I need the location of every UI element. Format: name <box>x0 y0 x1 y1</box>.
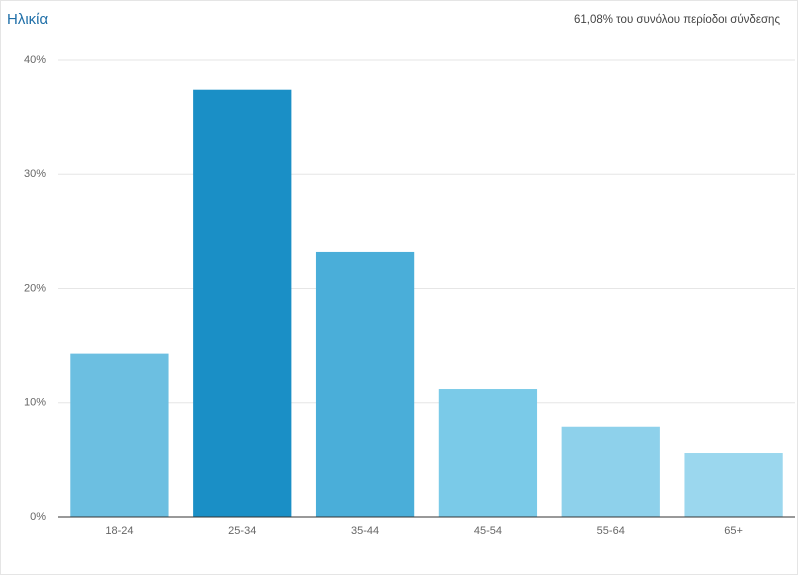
y-tick-label: 20% <box>24 282 46 294</box>
y-tick-label: 30% <box>24 168 46 180</box>
y-tick-label: 40% <box>24 54 46 66</box>
bar <box>193 89 292 517</box>
x-tick-label: 18-24 <box>105 525 133 537</box>
bar <box>684 453 783 517</box>
chart-title: Ηλικία <box>7 11 48 28</box>
x-tick-label: 35-44 <box>351 525 379 537</box>
x-tick-label: 45-54 <box>474 525 502 537</box>
bar <box>438 389 538 517</box>
x-tick-label: 65+ <box>724 525 743 537</box>
bar <box>315 251 415 517</box>
y-tick-label: 0% <box>30 511 46 523</box>
bar <box>70 353 169 517</box>
chart-subtitle: 61,08% του συνόλου περίοδοι σύνδεσης <box>574 14 780 26</box>
bar <box>561 426 660 517</box>
x-tick-label: 25-34 <box>228 525 256 537</box>
x-tick-label: 55-64 <box>597 525 625 537</box>
y-tick-label: 10% <box>24 397 46 409</box>
